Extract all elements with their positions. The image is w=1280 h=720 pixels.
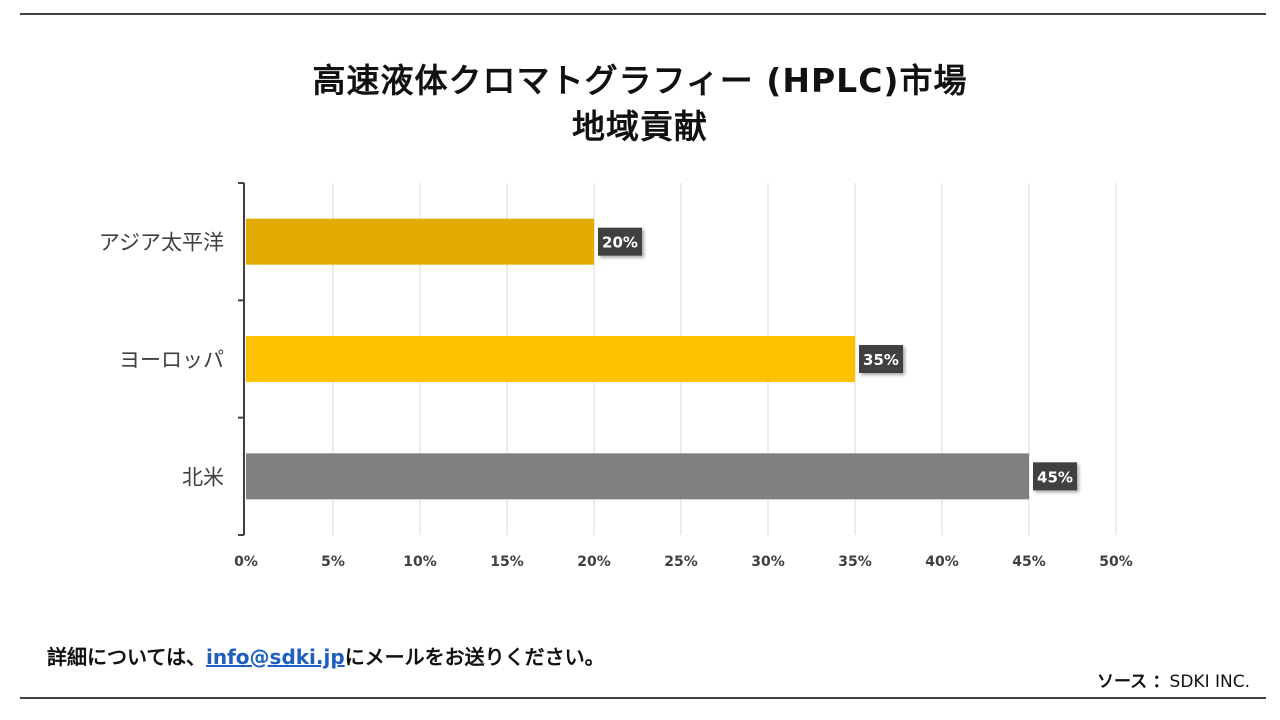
x-tick-label-9: 45% [1012,554,1046,570]
footer-prefix: 詳細については、 [47,645,206,669]
category-label-1: ヨーロッパ [119,348,224,372]
data-label-0: 20% [602,234,638,252]
x-tick-label-6: 30% [751,554,785,570]
source-label: ソース [1096,672,1148,692]
bottom-divider [20,697,1266,699]
source-value: SDKI INC. [1169,672,1250,692]
data-label-2: 45% [1037,468,1073,486]
x-tick-label-10: 50% [1099,554,1133,570]
top-divider [20,13,1266,15]
source-separator: ： [1152,672,1170,692]
x-tick-label-4: 20% [577,554,611,570]
category-label-2: 北米 [182,465,224,489]
x-tick-label-2: 10% [403,554,437,570]
x-tick-label-1: 5% [321,554,345,570]
data-label-box-2 [1033,462,1077,491]
data-label-box-1 [859,345,903,373]
x-tick-label-0: 0% [234,554,258,570]
footer-contact-note: 詳細については、info@sdki.jpにメールをお送りください。 [47,641,605,670]
data-label-1: 35% [863,351,899,369]
source-credit: ソース ：SDKI INC. [1097,667,1250,692]
footer-suffix: にメールをお送りください。 [344,645,605,669]
x-tick-label-3: 15% [490,554,524,570]
chart-title: 高速液体クロマトグラフィー (HPLC)市場 [312,61,968,100]
email-link[interactable]: info@sdki.jp [206,645,345,669]
bar-0 [246,218,594,265]
bar-2 [246,453,1029,500]
x-tick-label-7: 35% [838,554,872,570]
chart-subtitle: 地域貢献 [572,107,708,146]
category-label-0: アジア太平洋 [99,231,224,255]
data-label-box-0 [598,227,642,256]
x-tick-label-5: 25% [664,554,698,570]
bar-1 [246,336,855,382]
bar-chart: アジア太平洋 20% ヨーロッパ 35% 北米 45% 0% 5% 10% 15% 20% 25% 30… [99,182,1133,570]
x-tick-label-8: 40% [925,554,959,570]
